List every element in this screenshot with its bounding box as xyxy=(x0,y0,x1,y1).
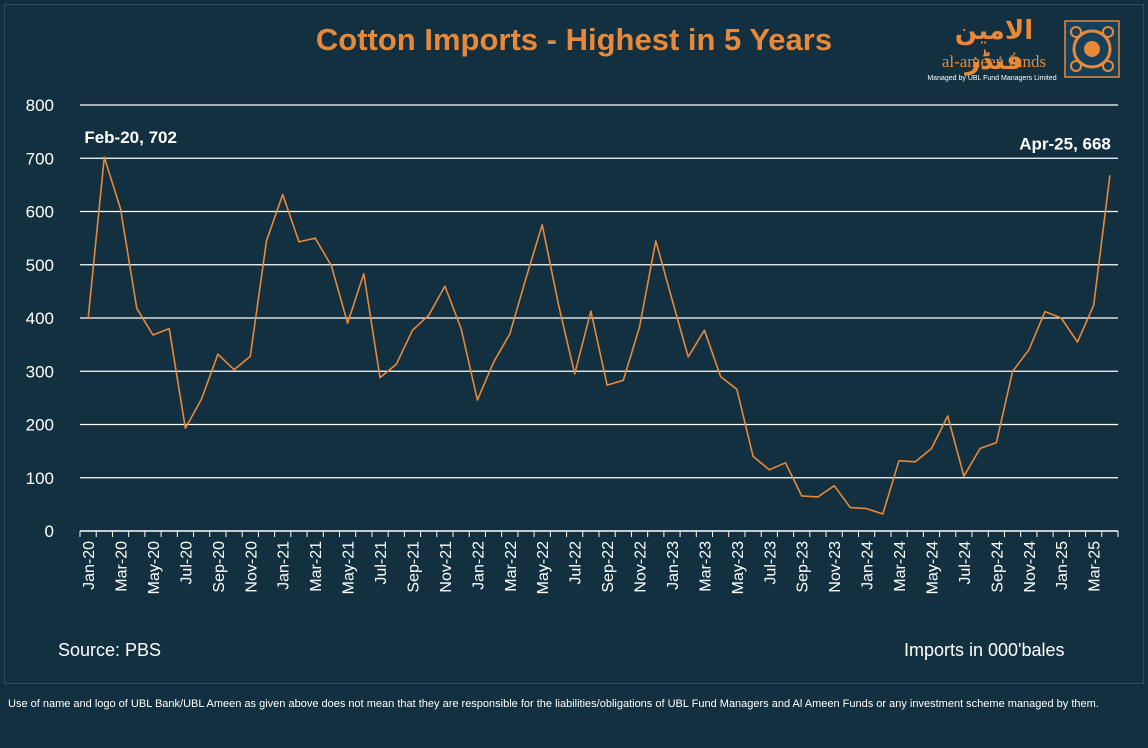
x-tick-label: Mar-24 xyxy=(892,541,909,592)
logo-subtitle: Managed by UBL Fund Managers Limited xyxy=(927,75,1057,82)
y-tick-label: 500 xyxy=(26,256,54,275)
x-tick-label: Nov-21 xyxy=(438,541,455,593)
y-tick-label: 700 xyxy=(26,149,54,168)
x-tick-label: Mar-25 xyxy=(1087,541,1104,592)
x-tick-label: Sep-23 xyxy=(795,541,812,593)
logo-urdu-text: الامین فنڈز xyxy=(954,16,1034,76)
x-tick-label: Mar-21 xyxy=(308,541,325,592)
x-tick-label: Sep-22 xyxy=(600,541,617,593)
logo-emblem-icon xyxy=(1064,20,1120,78)
x-tick-label: Sep-24 xyxy=(989,541,1006,593)
y-tick-label: 300 xyxy=(26,362,54,381)
x-tick-label: Jul-22 xyxy=(568,541,585,585)
y-tick-label: 400 xyxy=(26,309,54,328)
x-tick-label: Nov-22 xyxy=(633,541,650,593)
x-tick-label: Jul-23 xyxy=(762,541,779,585)
x-tick-label: May-21 xyxy=(341,541,358,594)
x-tick-label: Mar-22 xyxy=(503,541,520,592)
x-tick-label: Sep-20 xyxy=(211,541,228,593)
x-tick-label: Jul-21 xyxy=(373,541,390,585)
x-tick-label: May-23 xyxy=(730,541,747,594)
x-tick-label: Jan-23 xyxy=(665,541,682,590)
source-note: Source: PBS xyxy=(58,640,162,660)
x-tick-label: Jul-20 xyxy=(178,541,195,585)
x-tick-label: Mar-20 xyxy=(114,541,131,592)
line-chart: 0 100 200 300 400 500 600 700 800 Jan-20 Mar-20 Ma… xyxy=(26,96,1119,594)
chart-title: Cotton Imports - Highest in 5 Years xyxy=(315,22,833,57)
y-tick-label: 100 xyxy=(26,469,54,488)
y-tick-label: 200 xyxy=(26,416,54,435)
y-tick-label: 600 xyxy=(26,203,54,222)
units-note: Imports in 000'bales xyxy=(904,640,1065,660)
x-tick-label: Jul-24 xyxy=(957,541,974,585)
chart-panel xyxy=(4,4,1144,684)
x-tick-label: Nov-20 xyxy=(243,541,260,593)
x-tick-label: May-24 xyxy=(924,541,941,594)
x-tick-label: May-20 xyxy=(146,541,163,594)
x-tick-label: Nov-23 xyxy=(827,541,844,593)
data-label: Apr-25, 668 xyxy=(1019,134,1111,153)
logo-name: al-ameen funds xyxy=(941,52,1047,71)
disclaimer-text: Use of name and logo of UBL Bank/UBL Ame… xyxy=(8,698,1099,710)
x-tick-label: Nov-24 xyxy=(1022,541,1039,593)
x-tick-label: Jan-22 xyxy=(470,541,487,590)
y-tick-label: 0 xyxy=(45,522,54,541)
x-tick-label: Jan-24 xyxy=(860,541,877,590)
x-tick-label: May-22 xyxy=(535,541,552,594)
x-tick-label: Jan-20 xyxy=(81,541,98,590)
x-tick-label: Mar-23 xyxy=(697,541,714,592)
x-tick-label: Jan-21 xyxy=(276,541,293,590)
cotton-imports-line xyxy=(87,156,1111,515)
x-tick-label: Sep-21 xyxy=(405,541,422,593)
data-label: Feb-20, 702 xyxy=(84,128,177,147)
x-tick-label: Jan-25 xyxy=(1054,541,1071,590)
y-tick-label: 800 xyxy=(26,96,54,115)
